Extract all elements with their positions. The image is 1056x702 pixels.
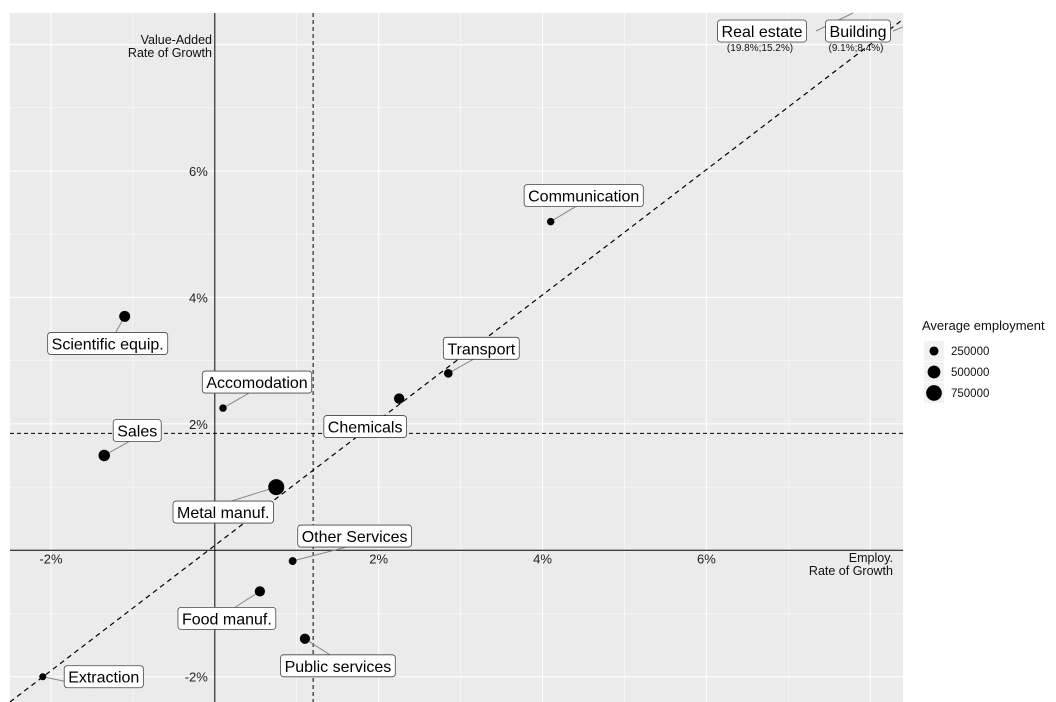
point-other-services [288, 557, 297, 565]
label-public-services-box [280, 654, 396, 678]
label-transport: Transport [442, 336, 520, 360]
leader-line [448, 358, 474, 374]
y-tick-label: 6% [189, 164, 208, 179]
offscale-note: (9.1%;8.4%) [828, 43, 883, 54]
label-other-services-text: Other Services [302, 529, 408, 546]
label-accomodation-text: Accomodation [206, 375, 307, 392]
legend-title: Average employment [922, 318, 1045, 333]
legend-key-dot [926, 385, 942, 401]
label-public-services: Public services [280, 654, 396, 678]
label-scientific-equip: Scientific equip. [47, 332, 169, 355]
y-axis-title-line2: Rate of Growth [128, 46, 212, 60]
size-legend: Average employment 250000 500000 750000 [922, 318, 1045, 403]
offscale-labels: Real estate (19.8%;15.2%) Building (9.1%;8.… [717, 12, 904, 54]
label-other-services-box [297, 524, 412, 548]
x-axis-title-line2: Rate of Growth [809, 564, 893, 578]
label-communication-box [523, 184, 644, 207]
label-sales-box [112, 419, 162, 442]
offscale-label-real-estate-box [717, 19, 807, 43]
point-labels: Extraction Sales Scientific equip. Accomoda… [47, 184, 644, 689]
point-food-manuf [254, 586, 266, 597]
label-food-manuf-box [177, 606, 277, 630]
label-extraction: Extraction [63, 665, 144, 689]
label-other-services: Other Services [297, 524, 412, 548]
label-food-manuf-text: Food manuf. [182, 611, 272, 628]
point-scientific-equip [119, 310, 131, 322]
label-scientific-equip-box [47, 332, 169, 355]
offscale-label-real-estate-text: Real estate [722, 24, 803, 41]
point-communication [546, 217, 555, 226]
point-transport [443, 368, 453, 378]
offscale-label-building-box [825, 19, 891, 43]
legend-label: 500000 [951, 367, 989, 379]
label-chemicals-text: Chemicals [328, 420, 403, 437]
label-transport-text: Transport [447, 341, 515, 358]
label-accomodation: Accomodation [201, 370, 313, 394]
legend-key-dot [927, 365, 941, 379]
offscale-label-real-estate: Real estate [717, 19, 807, 43]
x-tick-label: 4% [533, 551, 552, 566]
label-chemicals: Chemicals [323, 415, 407, 438]
offscale-label-building: Building [825, 19, 891, 43]
offscale-leader [892, 26, 904, 32]
label-metal-manuf-text: Metal manuf. [177, 505, 269, 522]
label-food-manuf: Food manuf. [177, 606, 277, 630]
leader-line [550, 206, 576, 223]
legend-label: 250000 [951, 346, 989, 358]
diagonal-reference-line [9, 18, 904, 702]
leader-line [222, 392, 250, 409]
label-communication-text: Communication [528, 189, 639, 206]
x-tick-label: 2% [369, 551, 388, 566]
point-extraction [39, 673, 47, 681]
label-transport-box [442, 336, 520, 360]
label-extraction-text: Extraction [68, 670, 139, 687]
y-tick-label: 4% [189, 290, 208, 305]
label-public-services-text: Public services [285, 659, 392, 676]
y-tick-label: -2% [185, 670, 209, 685]
legend-label: 750000 [951, 388, 989, 400]
offscale-label-building-text: Building [830, 24, 887, 41]
x-tick-label: 6% [697, 551, 716, 566]
point-chemicals [393, 393, 405, 404]
point-public-services [299, 633, 311, 644]
leader-line [292, 546, 347, 562]
point-metal-manuf [268, 479, 285, 496]
label-communication: Communication [523, 184, 644, 207]
legend-items: 250000 500000 750000 [924, 341, 989, 403]
x-tick-label: -2% [39, 551, 63, 566]
label-extraction-box [63, 665, 144, 689]
legend-key-dot [929, 346, 939, 356]
label-chemicals-box [323, 415, 407, 438]
label-accomodation-box [201, 370, 313, 394]
x-axis-title-line1: Employ. [849, 551, 893, 565]
label-sales-text: Sales [117, 423, 157, 440]
label-sales: Sales [112, 419, 162, 442]
offscale-note: (19.8%;15.2%) [727, 43, 793, 54]
y-axis-title-line1: Value-Added [141, 33, 212, 47]
label-scientific-equip-text: Scientific equip. [52, 336, 164, 353]
point-accomodation [219, 404, 227, 412]
tick-labels: -2% 2% 4% 6% -2% 2% 4% 6% [39, 164, 716, 685]
label-metal-manuf-box [172, 500, 274, 524]
label-metal-manuf: Metal manuf. [172, 500, 274, 524]
point-sales [98, 449, 110, 462]
data-points [39, 217, 555, 681]
y-tick-label: 2% [189, 417, 208, 432]
